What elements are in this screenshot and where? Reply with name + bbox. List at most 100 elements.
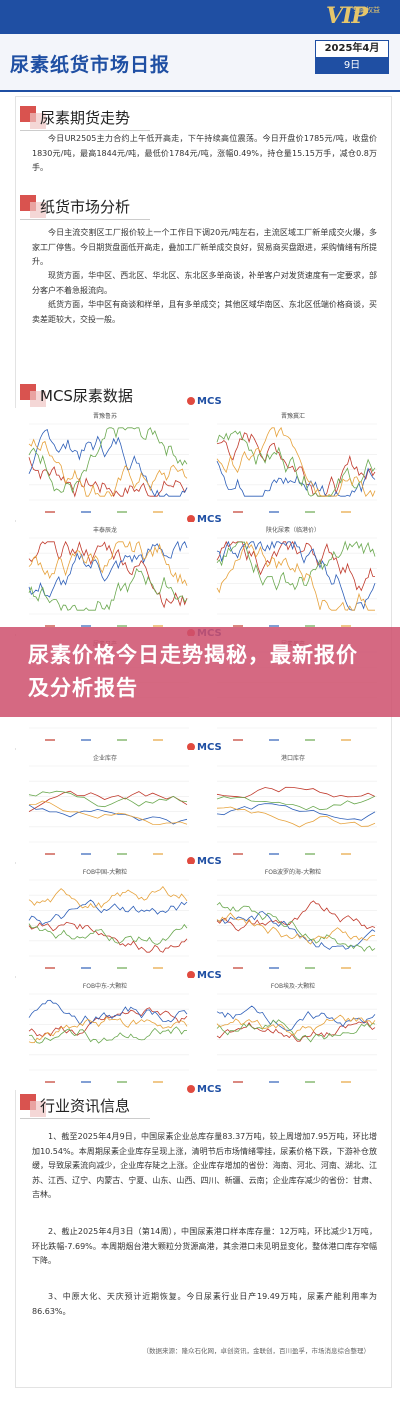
chart-series-line [216, 803, 376, 821]
chart-series-line [28, 923, 188, 945]
section-underline [20, 1118, 150, 1119]
mcs-logo-icon [187, 397, 195, 405]
chart-series-line [216, 1019, 376, 1043]
chart-plot [216, 423, 377, 513]
chart-series-line [28, 1016, 188, 1044]
chart-series-line [216, 460, 376, 497]
chart-series-line [216, 1021, 376, 1042]
chart-series-line [28, 1026, 188, 1044]
section-marker-shadow-icon [30, 113, 46, 129]
chart-title: FOB中国-大颗粒 [82, 869, 128, 876]
chart-plot [216, 879, 377, 969]
mcs-watermark-text: MCS [197, 742, 222, 753]
chart-series-line [28, 800, 188, 825]
mcs-watermark: MCS [187, 742, 222, 753]
chart-series-line [28, 804, 188, 825]
chart-title: FOB埃及-大颗粒 [270, 983, 316, 990]
chart-series-line [216, 912, 376, 945]
chart-series-line [28, 790, 188, 812]
mcs-chart: 丰泰辰龙 [15, 522, 195, 634]
data-source-note: （数据来源：隆众石化网，卓创资讯，金联创，百川盈孚，市场消息综合整理） [142, 1347, 371, 1355]
chart-series-line [216, 432, 376, 497]
chart-series-line [216, 540, 375, 611]
section-underline [20, 130, 150, 131]
chart-series-line [216, 806, 376, 828]
mcs-watermark: MCS [187, 1084, 222, 1095]
news-item-2: 2、截止2025年4月3日（第14周），中国尿素港口样本库存量：12万吨，环比减… [32, 1227, 377, 1265]
chart-series-line [28, 457, 188, 498]
chart-title: 陕化尿素（临港价） [265, 527, 320, 534]
mcs-watermark: MCS [187, 396, 222, 407]
chart-plot [28, 993, 189, 1083]
news-item-3: 3、中原大化、天庆预计近期恢复。今日尿素行业日产19.49万吨，尿素产能利用率为… [32, 1292, 377, 1316]
news-item-1: 1、截至2025年4月9日，中国尿素企业总库存量83.37万吨，较上周增加7.9… [32, 1132, 377, 1199]
mcs-watermark-text: MCS [197, 856, 222, 867]
vip-logo: VIP 专属权益 [326, 3, 386, 31]
page-title: 尿素纸货市场日报 [10, 54, 171, 76]
paper-paragraph-1: 今日主流交割区工厂报价较上一个工作日下调20元/吨左右，主流区域工厂新单成交火爆… [32, 228, 377, 266]
chart-series-line [28, 540, 188, 609]
chart-title: 港口库存 [280, 755, 305, 762]
chart-title: 企业库存 [92, 755, 117, 762]
chart-series-line [28, 427, 188, 494]
mcs-watermark: MCS [187, 970, 222, 981]
mcs-watermark-text: MCS [197, 1084, 222, 1095]
mcs-watermark-text: MCS [197, 970, 222, 981]
mcs-chart: 晋豫鲁苏 [15, 408, 195, 520]
chart-series-line [216, 795, 376, 811]
report-header: 尿素纸货市场日报 2025年4月 9日 [0, 34, 400, 92]
mcs-chart: FOB中东-大颗粒 [15, 978, 195, 1090]
section-marker-shadow-icon [30, 202, 46, 218]
chart-series-line [216, 1014, 376, 1036]
date-box: 2025年4月 9日 [315, 40, 389, 74]
chart-series-line [216, 430, 376, 497]
mcs-chart: 企业库存 [15, 750, 195, 862]
paper-paragraph-2: 现货方面，华中区、西北区、华北区、东北区多单商谈，补单客户对发货速度有一定要求，… [32, 271, 377, 295]
mcs-chart: FOB波罗的海-大颗粒 [203, 864, 383, 976]
mcs-watermark-text: MCS [197, 514, 222, 525]
mcs-logo-icon [187, 743, 195, 751]
section-underline [20, 219, 150, 220]
date-year-month: 2025年4月 [316, 41, 388, 58]
chart-plot [28, 765, 189, 855]
chart-title: 晋豫鲁苏 [92, 413, 117, 420]
date-day: 9日 [316, 58, 388, 74]
chart-series-line [216, 911, 376, 950]
section-title: 纸货市场分析 [40, 198, 131, 216]
mcs-chart: FOB中国-大颗粒 [15, 864, 195, 976]
chart-series-line [216, 786, 376, 799]
chart-series-line [216, 426, 376, 498]
headline-banner: 尿素价格今日走势揭秘，最新报价及分析报告 [0, 627, 400, 717]
chart-series-line [28, 567, 188, 612]
chart-plot [216, 765, 377, 855]
chart-series-line [28, 899, 188, 926]
chart-title: 丰泰辰龙 [92, 527, 117, 534]
chart-series-line [216, 540, 376, 592]
chart-title: FOB波罗的海-大颗粒 [264, 869, 322, 876]
chart-plot [216, 537, 377, 627]
chart-series-line [28, 540, 188, 586]
section-marker-shadow-icon [30, 1101, 46, 1117]
mcs-watermark: MCS [187, 856, 222, 867]
chart-title: FOB中东-大颗粒 [82, 983, 128, 990]
mcs-chart: 晋豫冀汇 [203, 408, 383, 520]
chart-series-line [28, 429, 188, 498]
top-bar: VIP 专属权益 [0, 0, 400, 34]
mcs-chart: FOB埃及-大颗粒 [203, 978, 383, 1090]
section-title: MCS尿素数据 [40, 387, 133, 405]
chart-series-line [28, 885, 188, 909]
chart-series-line [28, 438, 188, 497]
chart-series-line [216, 900, 376, 932]
section-title: 尿素期货走势 [40, 109, 131, 127]
chart-series-line [216, 540, 376, 611]
paper-paragraph-3: 纸货方面，华中区有商谈和样单，且有多单成交；其他区域华南区、东北区低端价格商谈，… [32, 300, 377, 324]
vip-logo-subtext: 专属权益 [352, 6, 380, 14]
section-title: 行业资讯信息 [40, 1097, 131, 1115]
chart-series-line [28, 1007, 188, 1038]
chart-series-line [216, 1005, 376, 1031]
chart-title: 晋豫冀汇 [280, 413, 305, 420]
mcs-watermark-text: MCS [197, 396, 222, 407]
chart-series-line [28, 921, 188, 953]
mcs-logo-icon [187, 1085, 195, 1093]
section-marker-shadow-icon [30, 391, 46, 407]
